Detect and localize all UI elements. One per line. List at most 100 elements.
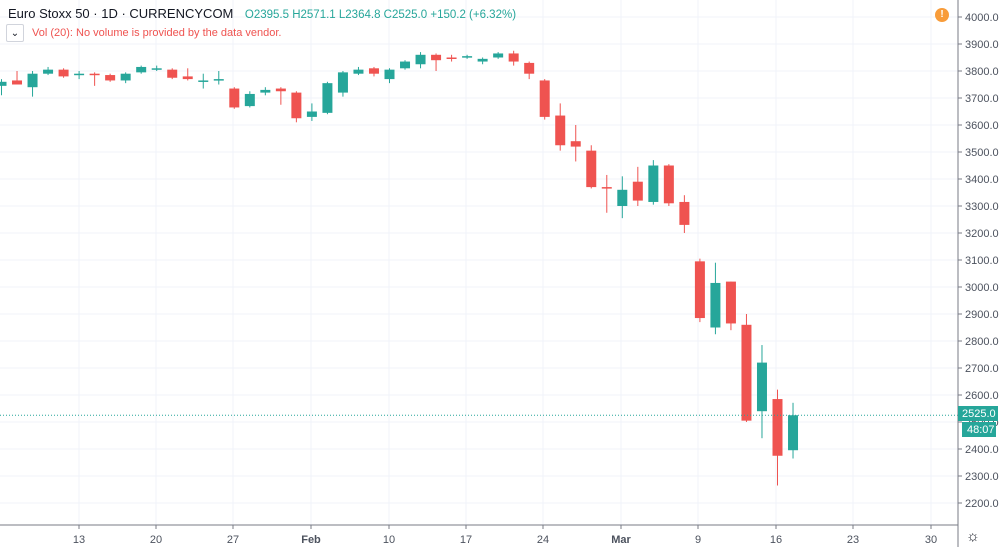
- price-tick-label: 2200.0: [965, 498, 999, 510]
- change-value: +150.2 (+6.32%): [430, 9, 517, 21]
- candle: [446, 54, 457, 62]
- svg-text:48:07: 48:07: [967, 424, 995, 436]
- price-tick-label: 3700.0: [965, 93, 999, 105]
- candle: [570, 125, 581, 162]
- candle: [648, 160, 659, 205]
- price-tick-label: 3300.0: [965, 201, 999, 213]
- candle: [772, 389, 783, 486]
- time-axis[interactable]: 13 20 27 Feb 10 17 24 Mar 9 16 23 30: [73, 525, 937, 546]
- time-tick-label: Mar: [611, 534, 631, 546]
- grid-lines: [0, 0, 958, 525]
- price-tick-label: 3200.0: [965, 228, 999, 240]
- ohlc-values: O2395.5 H2571.1 L2364.8 C2525.0 +150.2 (…: [245, 9, 516, 21]
- candle: [182, 68, 193, 81]
- gear-icon[interactable]: ☼: [966, 528, 980, 545]
- time-tick-label: 10: [383, 534, 395, 546]
- candle: [151, 65, 162, 71]
- candle: [710, 262, 721, 335]
- candle: [136, 65, 147, 74]
- volume-notice: Vol (20): No volume is provided by the d…: [32, 27, 282, 39]
- candle: [400, 60, 411, 70]
- price-tick-label: 2900.0: [965, 309, 999, 321]
- time-tick-label: 13: [73, 534, 85, 546]
- time-tick-label: 30: [925, 534, 937, 546]
- candle: [508, 50, 519, 66]
- candle: [291, 91, 302, 123]
- candle: [632, 166, 643, 206]
- candle: [43, 66, 54, 76]
- candle: [353, 66, 364, 76]
- time-tick-label: 16: [770, 534, 782, 546]
- price-tick-label: 3100.0: [965, 255, 999, 267]
- price-tick-label: 2800.0: [965, 336, 999, 348]
- price-tick-label: 2300.0: [965, 471, 999, 483]
- candle: [229, 87, 240, 109]
- candle: [663, 164, 674, 206]
- candle: [756, 345, 767, 439]
- chart-legend: Euro Stoxx 50 · 1D · CURRENCYCOM O2395.5…: [8, 6, 516, 21]
- low-value: L2364.8: [338, 9, 381, 21]
- candlestick-series: [0, 50, 799, 486]
- candle: [213, 71, 224, 85]
- price-tick-label: 3400.0: [965, 174, 999, 186]
- candle: [384, 68, 395, 84]
- candle: [415, 52, 426, 69]
- candle: [167, 68, 178, 80]
- candle: [275, 87, 286, 105]
- candle: [601, 174, 612, 213]
- candle: [493, 52, 504, 59]
- symbol-title[interactable]: Euro Stoxx 50 · 1D · CURRENCYCOM: [8, 6, 234, 21]
- time-tick-label: 20: [150, 534, 162, 546]
- time-tick-label: 23: [847, 534, 859, 546]
- candle: [431, 53, 442, 71]
- last-price-tag: 2525.0 48:07: [958, 406, 998, 437]
- svg-text:2525.0: 2525.0: [962, 408, 996, 420]
- time-tick-label: 27: [227, 534, 239, 546]
- candle: [694, 258, 705, 323]
- open-value: O2395.5: [244, 9, 289, 21]
- time-tick-label: Feb: [301, 534, 321, 546]
- price-tick-label: 3000.0: [965, 282, 999, 294]
- candle: [725, 281, 736, 331]
- candle: [368, 66, 379, 77]
- price-tick-label: 4000.0: [965, 12, 999, 24]
- candle: [322, 81, 333, 115]
- candle: [788, 402, 799, 459]
- price-tick-label: 3900.0: [965, 39, 999, 51]
- time-tick-label: 17: [460, 534, 472, 546]
- price-tick-label: 3500.0: [965, 147, 999, 159]
- candle: [524, 61, 535, 80]
- candle: [58, 68, 69, 78]
- chevron-down-icon[interactable]: ⌄: [6, 24, 24, 42]
- price-tick-label: 2700.0: [965, 363, 999, 375]
- candle: [89, 72, 100, 86]
- candle: [12, 71, 23, 85]
- candle: [539, 79, 550, 120]
- volume-indicator: ⌄ Vol (20): No volume is provided by the…: [6, 24, 281, 42]
- candle: [244, 91, 255, 108]
- candle: [741, 314, 752, 422]
- candle: [120, 72, 131, 84]
- price-tick-label: 2400.0: [965, 444, 999, 456]
- candle: [462, 54, 473, 59]
- warning-icon[interactable]: !: [935, 8, 949, 22]
- candle: [679, 195, 690, 233]
- high-value: H2571.1: [292, 9, 336, 21]
- price-tick-label: 2600.0: [965, 390, 999, 402]
- candle: [198, 73, 209, 89]
- candle: [617, 176, 628, 219]
- price-tick-label: 3600.0: [965, 120, 999, 132]
- candle: [0, 79, 7, 96]
- candle: [306, 103, 317, 121]
- candle: [74, 71, 85, 80]
- candle: [337, 71, 348, 97]
- candle: [105, 73, 116, 82]
- candle: [27, 71, 38, 97]
- candle: [477, 57, 488, 65]
- close-value: C2525.0: [383, 9, 428, 21]
- candle: [555, 103, 566, 151]
- time-tick-label: 9: [695, 534, 701, 546]
- price-tick-label: 3800.0: [965, 66, 999, 78]
- time-tick-label: 24: [537, 534, 549, 546]
